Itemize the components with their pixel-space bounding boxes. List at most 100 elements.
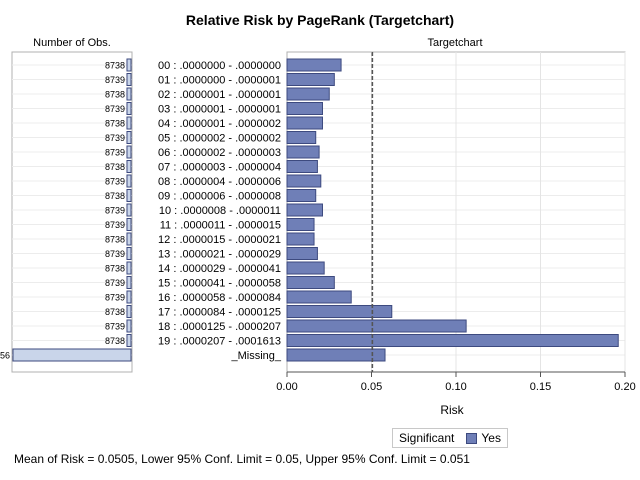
count-label: 8738: [105, 336, 125, 346]
x-tick-label: 0.20: [614, 381, 635, 393]
count-bar: [126, 174, 132, 188]
category-label: 13 : .0000021 - .0000029: [158, 249, 281, 261]
category-label: 06 : .0000002 - .0000003: [158, 147, 281, 159]
risk-bar: [286, 348, 386, 362]
category-label: 04 : .0000001 - .0000002: [158, 118, 281, 130]
risk-bar: [286, 334, 619, 347]
count-bar: [126, 247, 132, 260]
count-label: 8739: [105, 206, 125, 216]
risk-bar: [286, 145, 320, 159]
count-bar: [12, 348, 132, 362]
risk-bar: [286, 174, 322, 188]
count-bar: [126, 305, 132, 318]
category-label: 09 : .0000006 - .0000008: [158, 191, 281, 203]
relative-risk-chart: Relative Risk by PageRank (Targetchart) …: [0, 12, 636, 417]
count-label: 8738: [105, 119, 125, 129]
risk-bar: [286, 232, 315, 246]
category-label: 01 : .0000000 - .0000001: [158, 75, 281, 87]
x-tick-label: 0.00: [276, 381, 297, 393]
category-label: 05 : .0000002 - .0000002: [158, 133, 281, 145]
count-bar: [126, 232, 132, 246]
category-label: 10 : .0000008 - .0000011: [159, 205, 281, 217]
count-label: 8738: [105, 307, 125, 317]
x-tick-label: 0.15: [530, 381, 551, 393]
count-bar: [126, 102, 132, 115]
count-label: 8738: [105, 264, 125, 274]
category-label: 17 : .0000084 - .0000125: [158, 307, 281, 319]
category-label: 07 : .0000003 - .0000004: [158, 162, 281, 174]
count-bar: [126, 58, 132, 72]
count-bar: [126, 319, 132, 333]
risk-bar: [286, 131, 317, 144]
count-label: 8739: [105, 177, 125, 187]
count-bar: [126, 334, 132, 347]
count-label: 8738: [105, 235, 125, 245]
risk-bar: [286, 290, 352, 304]
risk-bar: [286, 116, 323, 130]
count-label: 8739: [105, 148, 125, 158]
risk-bar: [286, 189, 317, 202]
count-label: 8739: [105, 278, 125, 288]
risk-bar: [286, 247, 318, 260]
risk-bar: [286, 160, 318, 173]
risk-bar: [286, 87, 330, 101]
right-panel-title: Targetchart: [427, 37, 482, 49]
category-label: 11 : .0000011 - .0000015: [160, 220, 281, 232]
count-bar: [126, 276, 132, 289]
count-bar: [126, 73, 132, 86]
category-label: 12 : .0000015 - .0000021: [158, 234, 281, 246]
count-label: 8738: [105, 191, 125, 201]
left-panel-frame: [11, 51, 133, 373]
risk-bar: [286, 276, 335, 289]
count-bar: [126, 290, 132, 304]
count-bar: [126, 189, 132, 202]
category-label: 02 : .0000001 - .0000001: [158, 89, 281, 101]
count-label: 8739: [105, 104, 125, 114]
risk-bar: [286, 102, 323, 115]
count-bar: [126, 116, 132, 130]
count-label: 8739: [105, 322, 125, 332]
count-bar: [126, 145, 132, 159]
category-label: 15 : .0000041 - .0000058: [158, 278, 281, 290]
risk-bar: [286, 319, 467, 333]
legend: Significant Yes: [392, 428, 508, 448]
legend-title: Significant: [399, 431, 455, 445]
category-label: 03 : .0000001 - .0000001: [158, 104, 281, 116]
legend-entry: Yes: [481, 431, 501, 445]
category-label: 00 : .0000000 - .0000000: [158, 60, 281, 72]
count-label: 8739: [105, 220, 125, 230]
count-bar: [126, 218, 132, 231]
count-bar: [126, 87, 132, 101]
risk-bar: [286, 203, 323, 217]
count-label: 8738: [105, 90, 125, 100]
category-label: 14 : .0000029 - .0000041: [158, 263, 281, 275]
count-bar: [126, 160, 132, 173]
count-label: 8739: [105, 133, 125, 143]
risk-bar: [286, 73, 335, 86]
category-label: _Missing_: [230, 350, 281, 362]
summary-footer: Mean of Risk = 0.0505, Lower 95% Conf. L…: [14, 452, 470, 466]
category-label: 19 : .0000207 - .0001613: [158, 336, 281, 348]
risk-bar: [286, 305, 393, 318]
risk-bar: [286, 58, 342, 72]
count-bar: [126, 203, 132, 217]
count-label: 8738: [105, 61, 125, 71]
risk-bar: [286, 218, 315, 231]
left-panel-title: Number of Obs.: [33, 37, 111, 49]
legend-swatch: [466, 432, 478, 444]
risk-bar: [286, 261, 325, 275]
count-label: 8739: [105, 249, 125, 259]
x-tick-label: 0.10: [445, 381, 466, 393]
category-label: 16 : .0000058 - .0000084: [158, 292, 281, 304]
count-bar: [126, 131, 132, 144]
x-axis-label: Risk: [440, 403, 464, 417]
x-tick-label: 0.05: [361, 381, 382, 393]
count-bar: [126, 261, 132, 275]
category-label: 18 : .0000125 - .0000207: [158, 321, 281, 333]
category-label: 08 : .0000004 - .0000006: [158, 176, 281, 188]
count-label: 256456: [0, 351, 10, 361]
count-label: 8739: [105, 75, 125, 85]
count-label: 8738: [105, 162, 125, 172]
count-label: 8739: [105, 293, 125, 303]
